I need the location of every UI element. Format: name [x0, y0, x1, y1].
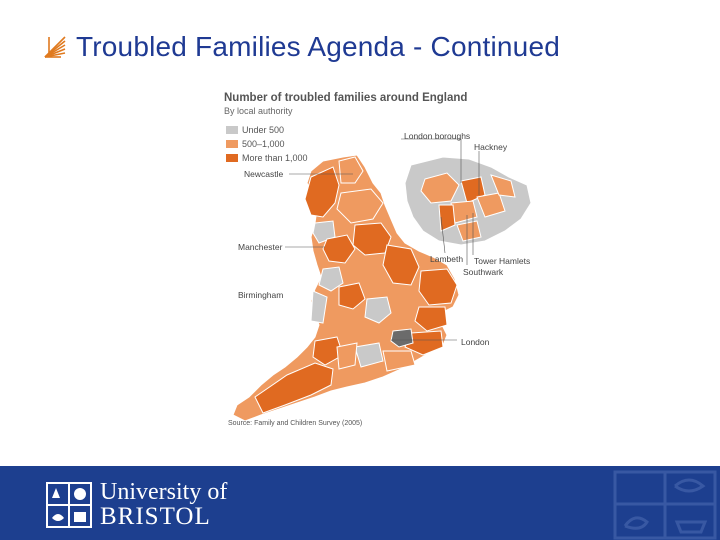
- map-label-hackney: Hackney: [474, 142, 508, 152]
- map-leader-lines: [285, 138, 480, 341]
- z-bullet-icon: [44, 36, 66, 58]
- figure-title: Number of troubled families around Engla…: [224, 92, 468, 104]
- slide-title-text: Troubled Families Agenda - Continued: [76, 31, 560, 62]
- crest-watermark-icon: [613, 470, 717, 540]
- map-label-birmingham: Birmingham: [238, 290, 284, 300]
- map-label-london-boroughs: London boroughs: [404, 131, 471, 141]
- university-name-line1: University of: [100, 479, 228, 505]
- university-name: University of BRISTOL: [100, 480, 227, 529]
- slide-title: Troubled Families Agenda - Continued: [40, 22, 710, 72]
- footer-bar: University of BRISTOL: [0, 466, 720, 540]
- map-label-newcastle: Newcastle: [244, 169, 284, 179]
- legend-label: Under 500: [242, 124, 285, 135]
- legend-item-more-than-1000: More than 1,000: [226, 152, 308, 163]
- map-label-southwark: Southwark: [463, 267, 504, 277]
- map-label-london: London: [461, 337, 490, 347]
- legend-item-under-500: Under 500: [226, 124, 284, 135]
- figure-subtitle: By local authority: [224, 106, 293, 116]
- legend-item-500-1000: 500–1,000: [226, 138, 285, 149]
- map-label-lambeth: Lambeth: [430, 254, 464, 264]
- map-label-manchester: Manchester: [238, 242, 283, 252]
- university-logo: University of BRISTOL: [46, 480, 227, 529]
- university-crest-icon: [46, 481, 92, 528]
- legend-swatch: [226, 153, 238, 162]
- university-name-line2: BRISTOL: [100, 503, 211, 530]
- legend-swatch: [226, 125, 238, 134]
- england-map: [232, 154, 460, 422]
- london-boroughs-inset: [404, 156, 532, 246]
- england-map-figure: [232, 138, 532, 422]
- figure-source: Source: Family and Children Survey (2005…: [228, 420, 363, 427]
- map-label-tower-hamlets: Tower Hamlets: [474, 256, 531, 266]
- legend-label: More than 1,000: [242, 152, 308, 163]
- legend-label: 500–1,000: [242, 138, 285, 149]
- legend-swatch: [226, 139, 238, 148]
